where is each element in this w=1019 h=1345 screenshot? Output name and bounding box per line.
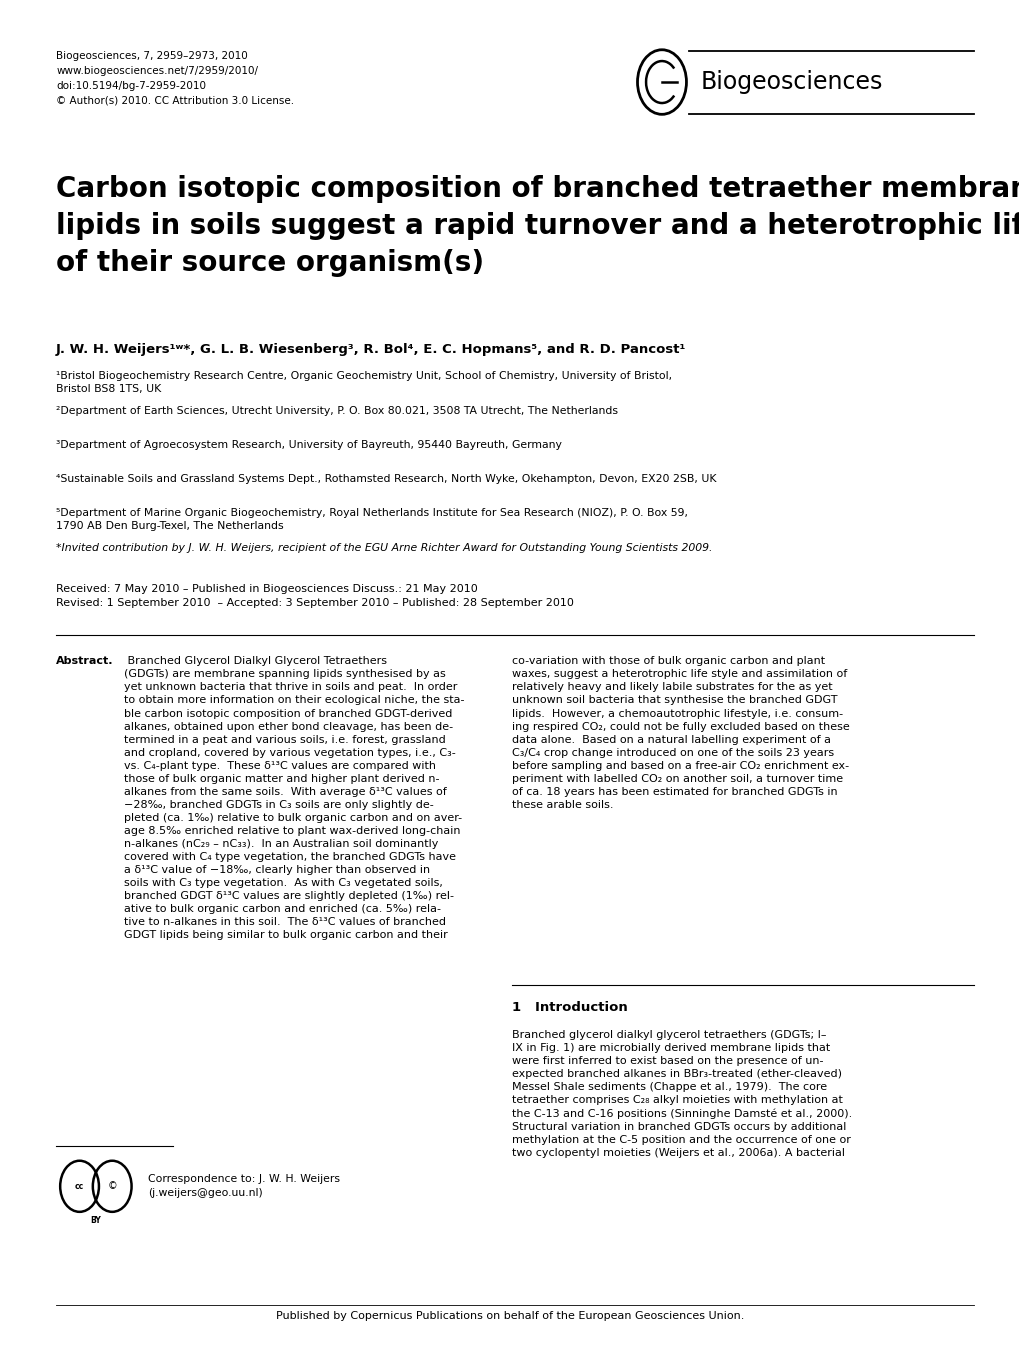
Text: ²Department of Earth Sciences, Utrecht University, P. O. Box 80.021, 3508 TA Utr: ²Department of Earth Sciences, Utrecht U… <box>56 406 618 416</box>
Text: Branched glycerol dialkyl glycerol tetraethers (GDGTs; I–
IX in Fig. 1) are micr: Branched glycerol dialkyl glycerol tetra… <box>512 1030 852 1158</box>
Text: Correspondence to: J. W. H. Weijers
(j.weijers@geo.uu.nl): Correspondence to: J. W. H. Weijers (j.w… <box>148 1174 339 1198</box>
Text: *Invited contribution by J. W. H. Weijers, recipient of the EGU Arne Richter Awa: *Invited contribution by J. W. H. Weijer… <box>56 543 712 553</box>
Text: 1   Introduction: 1 Introduction <box>512 1001 627 1014</box>
Text: ⁴Sustainable Soils and Grassland Systems Dept., Rothamsted Research, North Wyke,: ⁴Sustainable Soils and Grassland Systems… <box>56 475 716 484</box>
Text: Carbon isotopic composition of branched tetraether membrane
lipids in soils sugg: Carbon isotopic composition of branched … <box>56 175 1019 277</box>
Text: Biogeosciences, 7, 2959–2973, 2010
www.biogeosciences.net/7/2959/2010/
doi:10.51: Biogeosciences, 7, 2959–2973, 2010 www.b… <box>56 51 293 105</box>
Text: BY: BY <box>91 1216 101 1225</box>
Text: ¹Bristol Biogeochemistry Research Centre, Organic Geochemistry Unit, School of C: ¹Bristol Biogeochemistry Research Centre… <box>56 371 672 394</box>
Text: co-variation with those of bulk organic carbon and plant
waxes, suggest a hetero: co-variation with those of bulk organic … <box>512 656 849 810</box>
Text: ³Department of Agroecosystem Research, University of Bayreuth, 95440 Bayreuth, G: ³Department of Agroecosystem Research, U… <box>56 440 561 449</box>
Text: ⁵Department of Marine Organic Biogeochemistry, Royal Netherlands Institute for S: ⁵Department of Marine Organic Biogeochem… <box>56 508 688 531</box>
Text: Biogeosciences: Biogeosciences <box>700 70 882 94</box>
Text: ©: © <box>107 1181 117 1192</box>
Text: J. W. H. Weijers¹ʷ*, G. L. B. Wiesenberg³, R. Bol⁴, E. C. Hopmans⁵, and R. D. Pa: J. W. H. Weijers¹ʷ*, G. L. B. Wiesenberg… <box>56 343 686 356</box>
Text: Published by Copernicus Publications on behalf of the European Geosciences Union: Published by Copernicus Publications on … <box>275 1311 744 1321</box>
Text: Branched Glycerol Dialkyl Glycerol Tetraethers
(GDGTs) are membrane spanning lip: Branched Glycerol Dialkyl Glycerol Tetra… <box>124 656 465 940</box>
Text: Abstract.: Abstract. <box>56 656 113 666</box>
Text: cc: cc <box>74 1182 85 1190</box>
Text: Received: 7 May 2010 – Published in Biogeosciences Discuss.: 21 May 2010
Revised: Received: 7 May 2010 – Published in Biog… <box>56 584 574 608</box>
